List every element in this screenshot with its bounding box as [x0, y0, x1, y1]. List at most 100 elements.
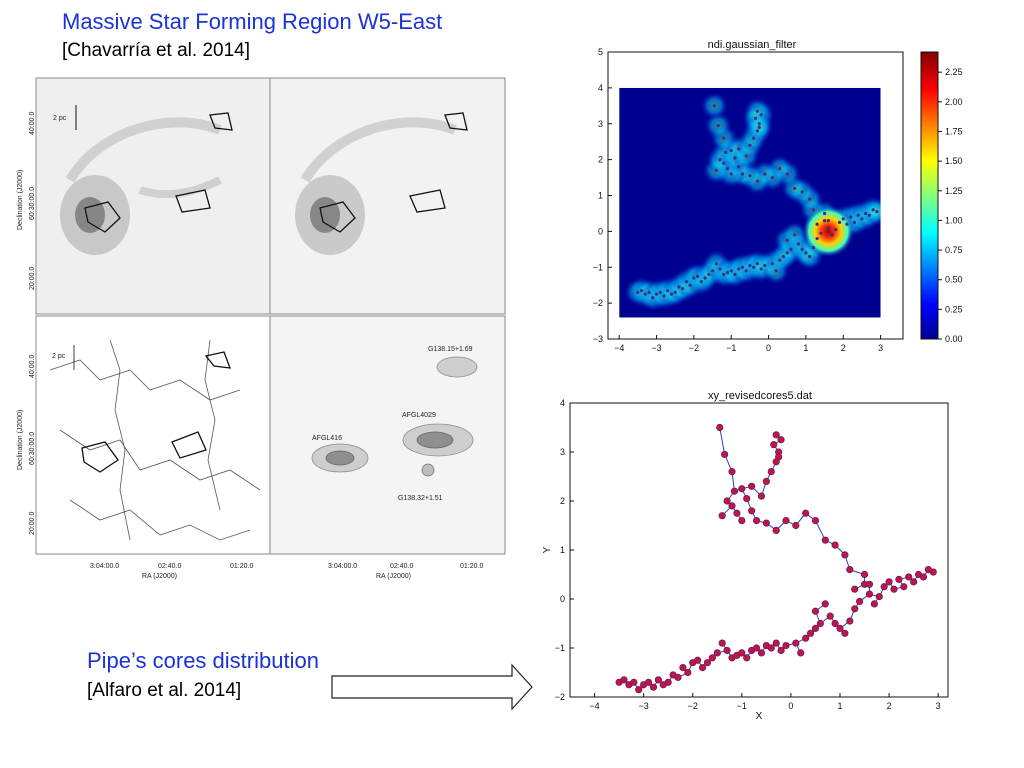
- heatmap-point: [793, 186, 797, 190]
- heatmap-ticks: −4 −3 −2 −1 0 1 2 3 −3 −2 −1 0 1 2 3 4 5: [593, 47, 883, 353]
- scatter-point: [716, 423, 724, 432]
- scatter-ylabel: Y: [542, 546, 553, 553]
- scatter-point: [772, 526, 780, 534]
- heatmap-point: [712, 104, 717, 108]
- scatter-point: [733, 509, 741, 517]
- ra-tick-5: 02:40.0: [390, 563, 413, 570]
- colorbar-tick-label: 0.75: [945, 245, 963, 255]
- heatmap-point: [804, 251, 808, 255]
- scatter-point: [851, 585, 859, 593]
- scatter-ytick-label: 2: [560, 496, 565, 506]
- heatmap-point: [789, 247, 793, 251]
- heatmap-peak: [802, 205, 855, 258]
- heatmap-point: [815, 222, 819, 226]
- heatmap-point: [757, 125, 761, 129]
- region-label-g138-32: G138.32+1.51: [398, 495, 443, 502]
- ra-axis-label: RA (J2000): [142, 573, 177, 580]
- heatmap-point: [819, 231, 823, 235]
- heatmap-point: [740, 265, 745, 269]
- dec-tick-4: 40:00.0: [29, 355, 36, 378]
- scatter-xtick-label: 3: [936, 701, 941, 711]
- heatmap-point: [755, 262, 759, 266]
- heatmap-point: [800, 247, 804, 251]
- contour-map: G138.15+1.69 AFGL4029 AFGL416 G138.32+1.…: [311, 346, 478, 502]
- scatter-link: [719, 427, 726, 455]
- scatter-xlabel: X: [756, 711, 763, 722]
- gaussian-filter-chart: ndi.gaussian_filter −4 −3 −2 −1 0 1 2 3 −3 −2 −1 0 1…: [593, 39, 963, 353]
- scatter-point: [792, 521, 800, 530]
- scatter-point: [851, 605, 859, 613]
- colorbar-tick-label: 1.75: [945, 126, 963, 136]
- scatter-xtick-label: −4: [589, 701, 599, 711]
- heatmap-point: [651, 296, 655, 300]
- ra-axis-label-2: RA (J2000): [376, 573, 411, 580]
- heatmap-point: [744, 269, 748, 273]
- heatmap-point: [666, 288, 670, 293]
- heatmap-xtick-label: 2: [841, 343, 846, 353]
- scatter-point: [792, 639, 800, 647]
- heatmap-point: [826, 226, 830, 230]
- heatmap-point: [681, 287, 685, 291]
- heatmap-title: ndi.gaussian_filter: [708, 39, 797, 51]
- scatter-point: [865, 580, 874, 588]
- scatter-point: [738, 485, 746, 493]
- heatmap-point: [636, 290, 640, 294]
- scatter-point: [821, 536, 829, 544]
- colorbar-tick-label: 1.00: [945, 215, 963, 225]
- heatmap-point: [722, 272, 726, 277]
- scatter-point: [836, 624, 844, 632]
- scatter-ytick-label: 1: [560, 545, 565, 555]
- scatter-point: [748, 482, 756, 490]
- scatter-point: [797, 649, 805, 657]
- scatter-point: [875, 592, 883, 601]
- heatmap-xtick-label: 3: [878, 343, 883, 353]
- heatmap-point: [826, 219, 830, 223]
- scatter-point: [772, 431, 780, 439]
- scatter-point: [816, 619, 824, 628]
- subtitle-citation: [Alfaro et al. 2014]: [87, 680, 242, 701]
- heatmap-point: [684, 280, 689, 284]
- scatter-point: [811, 517, 820, 525]
- scatter-point: [885, 578, 893, 586]
- scatter-point: [644, 678, 653, 686]
- heatmap-point: [781, 254, 786, 259]
- heatmap-point: [643, 292, 647, 296]
- scatter-point: [723, 646, 731, 655]
- heatmap-xtick-label: −3: [651, 343, 661, 353]
- scatter-point: [826, 612, 834, 620]
- heatmap-point: [703, 276, 707, 280]
- scale-bar-label: 2 pc: [53, 115, 67, 122]
- scatter-point: [846, 566, 854, 574]
- scatter-point: [919, 573, 928, 581]
- heatmap-point: [796, 242, 801, 246]
- ra-tick-6: 01:20.0: [460, 563, 483, 570]
- heatmap-ytick-label: −1: [593, 262, 603, 272]
- scatter-point: [713, 649, 721, 657]
- dec-tick-5: 60:30:00.0: [29, 432, 36, 465]
- heatmap-point: [849, 215, 853, 219]
- scatter-ytick-label: 3: [560, 447, 565, 457]
- heatmap-point: [716, 123, 720, 128]
- heatmap-point: [710, 269, 715, 273]
- heatmap-xtick-label: −4: [614, 343, 624, 353]
- colorbar-tick-label: 1.50: [945, 156, 963, 166]
- scatter-point: [910, 578, 918, 586]
- scatter-point: [762, 477, 770, 486]
- region-label-afgl416: AFGL416: [312, 435, 342, 442]
- heatmap-point: [800, 190, 804, 194]
- heatmap-point: [688, 283, 692, 287]
- scatter-point: [703, 659, 712, 667]
- colorbar: [920, 51, 939, 340]
- ra-tick-2: 02:40.0: [158, 563, 181, 570]
- scatter-point: [870, 600, 878, 608]
- scatter-point: [880, 583, 888, 591]
- right-arrow-icon: [331, 663, 533, 711]
- heatmap-point: [752, 136, 756, 140]
- heatmap-point: [677, 285, 681, 289]
- scatter-point: [802, 509, 810, 517]
- heatmap-point: [774, 269, 778, 273]
- heatmap-point: [871, 208, 875, 212]
- scatter-point: [630, 678, 638, 686]
- scatter-point: [679, 663, 687, 672]
- heatmap-point: [748, 143, 752, 147]
